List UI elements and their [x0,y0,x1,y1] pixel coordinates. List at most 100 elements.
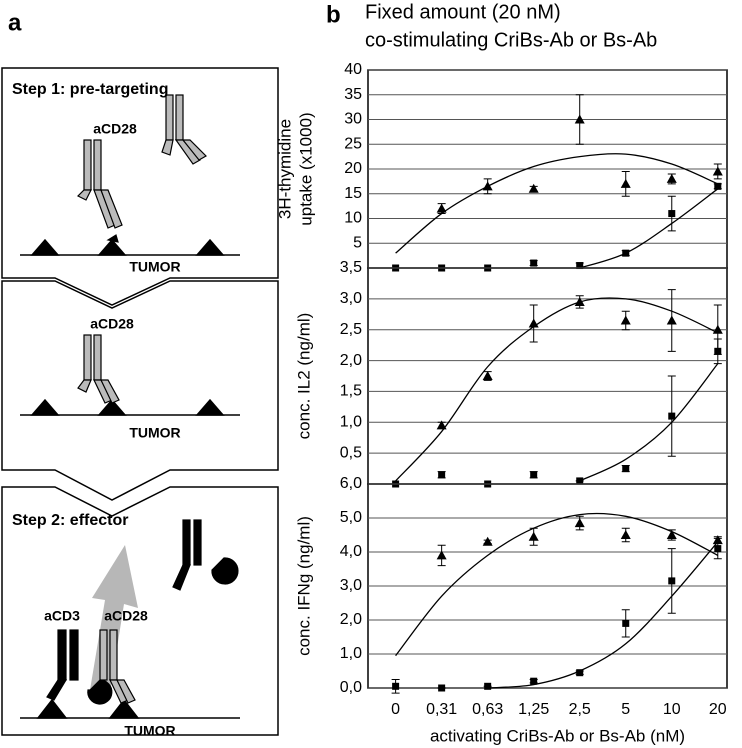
x-tick-label: 0,31 [426,701,457,718]
triangle-marker [482,536,493,546]
panel-a [1,67,279,736]
antibody [161,94,207,165]
chart-title: co-stimulating CriBs-Ab or Bs-Ab [365,29,657,51]
y-axis-label: conc. IFNg (ng/ml) [294,516,313,656]
square-marker [622,619,630,627]
y-tick-label: 30 [344,111,362,128]
square-marker [530,677,538,685]
triangle-marker [436,550,447,560]
square-marker [438,684,446,692]
y-tick-label: 0,5 [340,444,362,461]
x-tick-label: 0 [391,701,400,718]
y-tick-label: 2,0 [340,352,362,369]
antibody [76,139,123,243]
panel-label: b [326,1,341,28]
y-tick-label: 6,0 [340,475,362,492]
y-tick-label: 15 [344,185,362,202]
x-tick-label: 2,5 [569,701,591,718]
square-marker [668,210,676,218]
antigen [195,398,225,416]
square-marker [668,577,676,585]
y-tick-label: 3,0 [340,290,362,307]
square-marker [530,259,538,267]
y-tick-label: 0,0 [340,679,362,696]
antigen [30,398,60,416]
y-tick-label: 1,0 [340,645,362,662]
y-tick-label: 35 [344,86,362,103]
y-tick-label: 3,0 [340,577,362,594]
triangle-marker [574,114,585,124]
triangle-marker [666,315,677,325]
y-axis-label: conc. IL2 (ng/ml) [294,313,313,440]
y-tick-label: 2,0 [340,611,362,628]
triangle-marker [436,203,447,213]
x-tick-label: 0,63 [472,701,503,718]
chart-title: Fixed amount (20 nM) [365,1,561,23]
triangle-marker [620,178,631,188]
antigen [108,698,140,719]
y-axis-label: 3H-thymidine [275,119,294,219]
fit-curve [395,512,719,657]
y-tick-label: 2,5 [340,321,362,338]
triangle-marker [528,183,539,193]
antigen [195,238,225,256]
triangle-marker [712,166,723,176]
triangle-marker [620,315,631,325]
y-tick-label: 40 [344,61,362,78]
tumor-label: TUMOR [129,259,180,275]
panel-label: a [8,9,22,36]
triangle-marker [666,530,677,539]
y-tick-label: 4,0 [340,543,362,560]
antigen [97,238,127,256]
y-tick-label: 5 [353,234,362,251]
fit-curve [579,363,719,482]
triangle-marker [666,173,677,183]
square-marker [438,471,446,479]
antigen [30,238,60,256]
square-marker [576,669,584,677]
step-title: Step 2: effector [12,512,128,529]
tumor-label: TUMOR [124,723,175,739]
fit-curve [579,188,719,269]
square-marker [668,412,676,420]
antibody [77,334,120,404]
triangle-marker [436,420,447,430]
antibody-label: aCD28 [104,608,148,624]
y-tick-label: 20 [344,160,362,177]
square-marker [622,465,630,473]
fit-curve [487,541,719,689]
y-tick-label: 1,0 [340,414,362,431]
triangle-marker [574,518,585,528]
antibody-label: aCD28 [90,316,134,332]
triangle-marker [482,371,493,380]
x-axis-label: activating CriBs-Ab or Bs-Ab (nM) [430,726,685,745]
antibody-label: aCD28 [93,121,137,137]
square-marker [530,471,538,479]
square-marker [714,545,722,553]
fit-curve [395,153,719,254]
antigen [97,398,127,416]
x-tick-label: 1,25 [518,701,549,718]
y-tick-label: 10 [344,210,362,227]
square-marker [714,182,722,190]
free-antibody [172,519,239,591]
x-tick-label: 10 [663,701,681,718]
step-box [1,280,279,501]
tumor-label: TUMOR [129,425,180,441]
antigen [36,698,68,719]
square-marker [576,262,584,270]
x-tick-label: 20 [709,701,727,718]
antibody [46,629,136,705]
y-axis-label: uptake (x1000) [296,112,315,225]
step-title: Step 1: pre-targeting [12,81,168,98]
square-marker [392,682,400,690]
x-tick-label: 5 [621,701,630,718]
square-marker [714,347,722,355]
panel-a-text: a Step 1: pre-targeting aCD28 TUMOR aCD2… [8,9,181,738]
triangle-marker [528,531,539,541]
fit-curve [395,297,719,482]
triangle-marker [620,530,631,539]
square-marker [484,682,492,690]
y-tick-label: 5,0 [340,509,362,526]
